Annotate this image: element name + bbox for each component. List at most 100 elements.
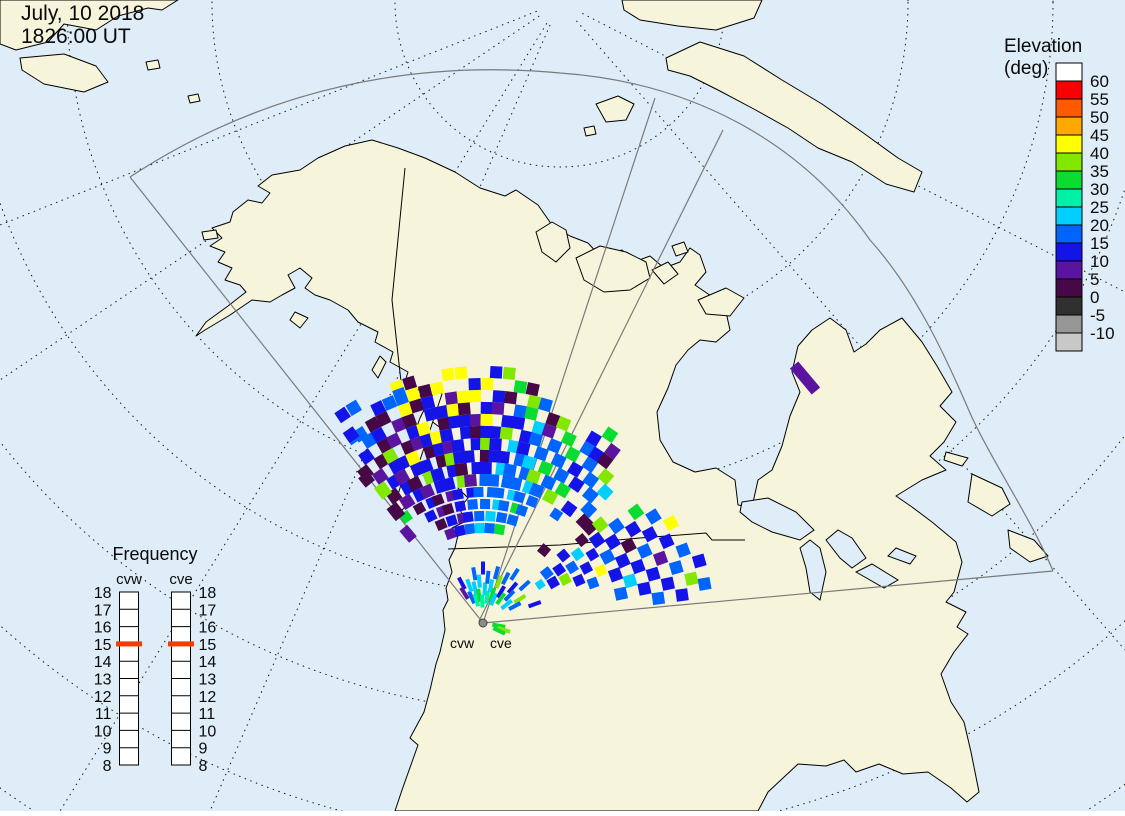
prince-of-wales-island xyxy=(651,261,679,285)
scatter-cell xyxy=(521,455,537,470)
graticule-meridian xyxy=(0,10,537,226)
border-layer xyxy=(391,167,745,550)
scatter-cell xyxy=(660,576,675,591)
colorbar-cell xyxy=(1055,206,1083,226)
near-range-streak xyxy=(495,592,507,606)
frequency-tick-label: 13 xyxy=(199,672,217,689)
scatter-cell xyxy=(528,431,544,447)
colorbar-tick-label: 50 xyxy=(1090,108,1109,127)
date-label: July, 10 2018 xyxy=(21,2,145,25)
frequency-tick-label: 16 xyxy=(199,620,217,637)
scatter-cell xyxy=(468,389,482,403)
scatter-cell xyxy=(538,397,553,413)
lake-erie xyxy=(854,563,899,589)
haida-gwaii xyxy=(371,355,387,379)
scatter-cell xyxy=(424,509,438,523)
scatter-cell xyxy=(334,406,351,424)
scatter-cell xyxy=(352,425,369,443)
scatter-cell xyxy=(453,524,467,537)
scatter-cell xyxy=(388,504,406,522)
scatter-cell xyxy=(499,426,513,441)
southampton-island xyxy=(697,287,745,317)
frequency-tick-label: 11 xyxy=(199,706,216,723)
scatter-cell xyxy=(513,404,528,419)
scatter-cell xyxy=(622,573,638,589)
scatter-cell xyxy=(581,486,599,504)
scatter-cell xyxy=(560,500,578,518)
frequency-scale-cvw xyxy=(119,591,139,766)
scatter-cell xyxy=(601,426,619,444)
scatter-cell xyxy=(481,377,494,391)
scatter-cell xyxy=(434,404,450,419)
near-range-streak xyxy=(500,598,513,611)
arctic-islet-2 xyxy=(583,125,597,137)
lake-superior xyxy=(739,497,815,541)
scatter-cell xyxy=(434,517,448,532)
scatter-cell xyxy=(342,426,360,443)
frequency-marker xyxy=(116,641,142,647)
near-range-streak xyxy=(487,579,495,593)
scatter-cell xyxy=(452,488,464,501)
colorbar-cell xyxy=(1055,242,1083,262)
fov-range-arc xyxy=(129,69,1054,572)
scatter-cell xyxy=(545,412,561,428)
scatter-cell xyxy=(586,576,600,590)
scatter-cell xyxy=(568,476,585,493)
scatter-cell xyxy=(493,523,506,536)
scatter-cell xyxy=(416,421,432,437)
scatter-cell xyxy=(441,367,455,382)
us-canada-border xyxy=(447,532,745,550)
frequency-title: Frequency xyxy=(112,544,197,564)
near-range-streak xyxy=(509,567,520,581)
frequency-tick-label: 18 xyxy=(199,585,217,602)
frequency-tick-label: 15 xyxy=(94,637,112,654)
scatter-cell xyxy=(620,537,637,554)
scatter-cell xyxy=(624,520,642,538)
scatter-cell xyxy=(462,511,474,523)
scatter-cell xyxy=(444,391,459,405)
frequency-tick-label: 10 xyxy=(94,723,112,740)
scatter-cell xyxy=(479,461,492,475)
colorbar-cell xyxy=(1055,188,1083,208)
frequency-tick-label: 12 xyxy=(94,689,112,706)
scatter-cell xyxy=(398,493,416,510)
scatter-cell xyxy=(493,487,505,499)
near-range-streak xyxy=(496,585,506,599)
scatter-cell xyxy=(537,543,552,558)
frequency-panel: Frequencycvw18171615141312111098cve18171… xyxy=(94,544,217,775)
scatter-cell xyxy=(542,488,559,505)
scatter-cell xyxy=(614,552,631,569)
scatter-cell xyxy=(537,460,554,476)
alaska-canada-border xyxy=(391,167,406,419)
colorbar-tick-label: 35 xyxy=(1090,162,1109,181)
far-range-echo xyxy=(789,361,821,395)
scatter-cell xyxy=(407,475,424,492)
scatter-cell xyxy=(599,548,616,565)
scatter-cell xyxy=(391,417,407,433)
scatter-cell xyxy=(370,426,387,444)
near-range-streak xyxy=(492,565,501,580)
scatter-cell xyxy=(603,442,621,460)
somerset-island xyxy=(671,241,689,257)
scatter-cell xyxy=(480,401,493,415)
near-range-streak xyxy=(503,589,516,602)
scatter-cell xyxy=(420,395,436,411)
near-range-streak xyxy=(484,590,491,605)
colorbar-tick-label: 20 xyxy=(1090,216,1109,235)
colorbar-cell xyxy=(1055,260,1083,280)
scatter-cell xyxy=(585,430,602,447)
scatter-cell xyxy=(409,398,425,414)
frequency-scale-cve xyxy=(171,591,191,766)
scatter-cell xyxy=(533,446,549,462)
frequency-tick-label: 16 xyxy=(94,620,112,637)
scatter-cell xyxy=(594,563,608,578)
colorbar-tick-label: 10 xyxy=(1090,252,1109,271)
scatter-cell xyxy=(549,507,564,522)
baffin-island xyxy=(665,41,923,193)
scatter-cell xyxy=(430,467,446,483)
graticule-meridian xyxy=(576,20,1125,651)
frequency-tick-label: 13 xyxy=(94,672,112,689)
scatter-cell xyxy=(554,481,572,499)
